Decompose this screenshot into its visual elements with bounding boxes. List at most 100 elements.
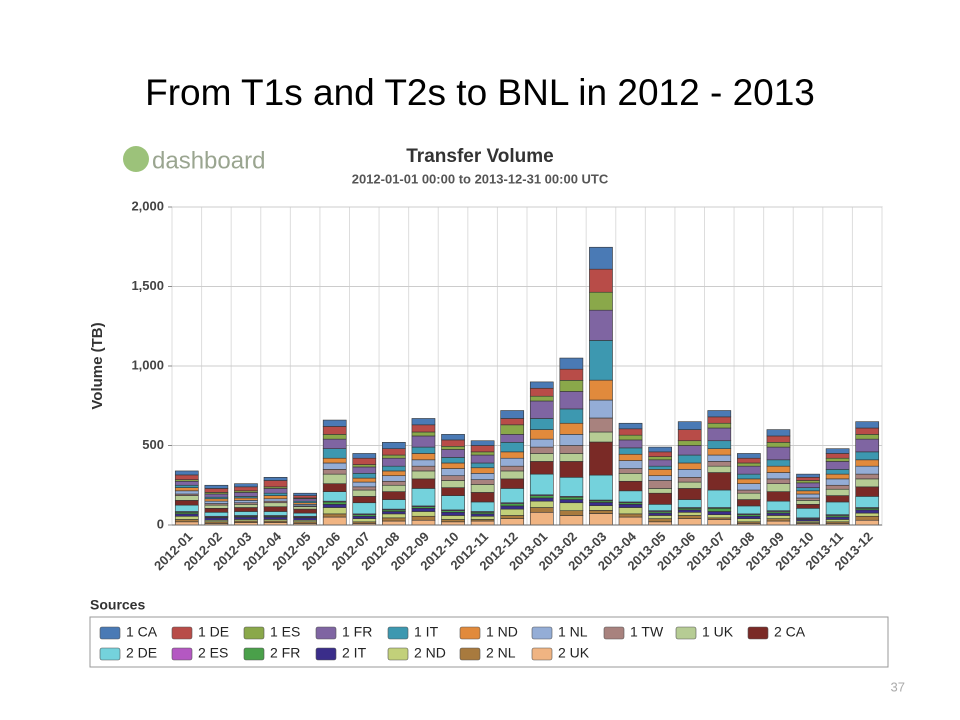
bar-segment [411,519,436,526]
legend-swatch [171,626,193,640]
bar-segment [737,453,761,459]
bar-segment [174,519,199,523]
bar-segment [677,429,702,442]
bar-segment [234,497,258,501]
bar-segment [500,508,525,516]
bar-segment [411,435,436,448]
bar-segment [441,434,465,441]
bar-segment [174,495,199,501]
bar-segment [707,511,732,515]
bar-segment [529,461,554,475]
bar-segment [500,434,525,443]
legend-swatch [387,626,409,640]
bar-segment [707,427,732,442]
bar-segment [352,496,377,504]
bar-segment [618,447,643,455]
bar-segment [825,473,850,480]
bar-segment [322,457,347,464]
bar-segment [618,516,643,526]
bar-segment [825,448,850,454]
bar-segment [677,469,702,478]
bar-segment [737,473,761,480]
bar-segment [470,492,495,503]
bar-segment [500,465,525,472]
bar-segment [441,519,465,523]
bar-segment [559,515,584,526]
bar-segment [441,468,465,477]
bar-segment [411,424,436,433]
bar-segment [204,500,229,504]
bar-segment [855,459,880,467]
bar-segment [707,422,732,429]
bar-segment [411,470,436,480]
bar-segment [618,504,643,508]
bar-segment [174,474,199,480]
bar-segment [382,511,406,515]
bar-segment [441,511,465,516]
bar-segment [677,481,702,489]
bar-segment [677,515,702,519]
bar-segment [796,487,820,492]
bar-segment [500,410,525,419]
bar-segment [559,434,584,446]
bar-segment [855,427,880,435]
bar-segment [559,391,584,410]
bar-segment [411,488,436,507]
bar-segment [382,480,406,486]
bar-segment [500,424,525,435]
bar-segment [263,498,288,502]
bar-segment [322,516,347,526]
bar-segment [677,511,702,516]
legend-title: Sources [90,597,145,613]
bar-segment [263,516,288,520]
bar-segment [589,513,613,526]
bar-segment [204,504,229,509]
bar-segment [529,446,554,454]
bar-segment [825,478,850,486]
bar-segment [589,502,613,506]
bar-segment [796,480,820,484]
bar-segment [174,480,199,486]
bar-segment [322,483,347,492]
y-tick-label: 500 [142,437,164,452]
bar-segment [796,508,820,519]
bar-segment [529,395,554,402]
bar-segment [529,507,554,513]
logo-icon [123,146,149,172]
bar-segment [500,457,525,467]
bar-segment [500,478,525,489]
bar-segment [470,440,495,446]
bar-segment [352,515,377,519]
bar-segment [589,474,613,501]
bar-segment [293,517,317,521]
bar-segment [677,476,702,483]
bar-segment [737,505,761,515]
bar-segment [559,476,584,497]
bar-segment [293,492,317,496]
bar-segment [766,465,791,473]
bar-segment [707,410,732,418]
bar-segment [855,515,880,521]
bar-segment [589,379,613,401]
bar-segment [766,512,791,516]
bar-segment [825,457,850,462]
legend-swatch [387,647,409,661]
bar-segment [766,446,791,461]
legend-label: 2 DE [126,645,157,661]
bar-segment [529,400,554,419]
bar-segment [855,512,880,517]
bar-segment [648,465,672,470]
bar-segment [559,408,584,424]
bar-segment [352,457,377,465]
bar-segment [677,488,702,500]
bar-segment [559,510,584,516]
bar-segment [796,500,820,505]
bar-segment [234,486,258,492]
bar-segment [648,488,672,494]
bar-segment [618,468,643,474]
bar-segment [589,246,613,270]
bar-segment [707,472,732,491]
bar-segment [559,357,584,370]
